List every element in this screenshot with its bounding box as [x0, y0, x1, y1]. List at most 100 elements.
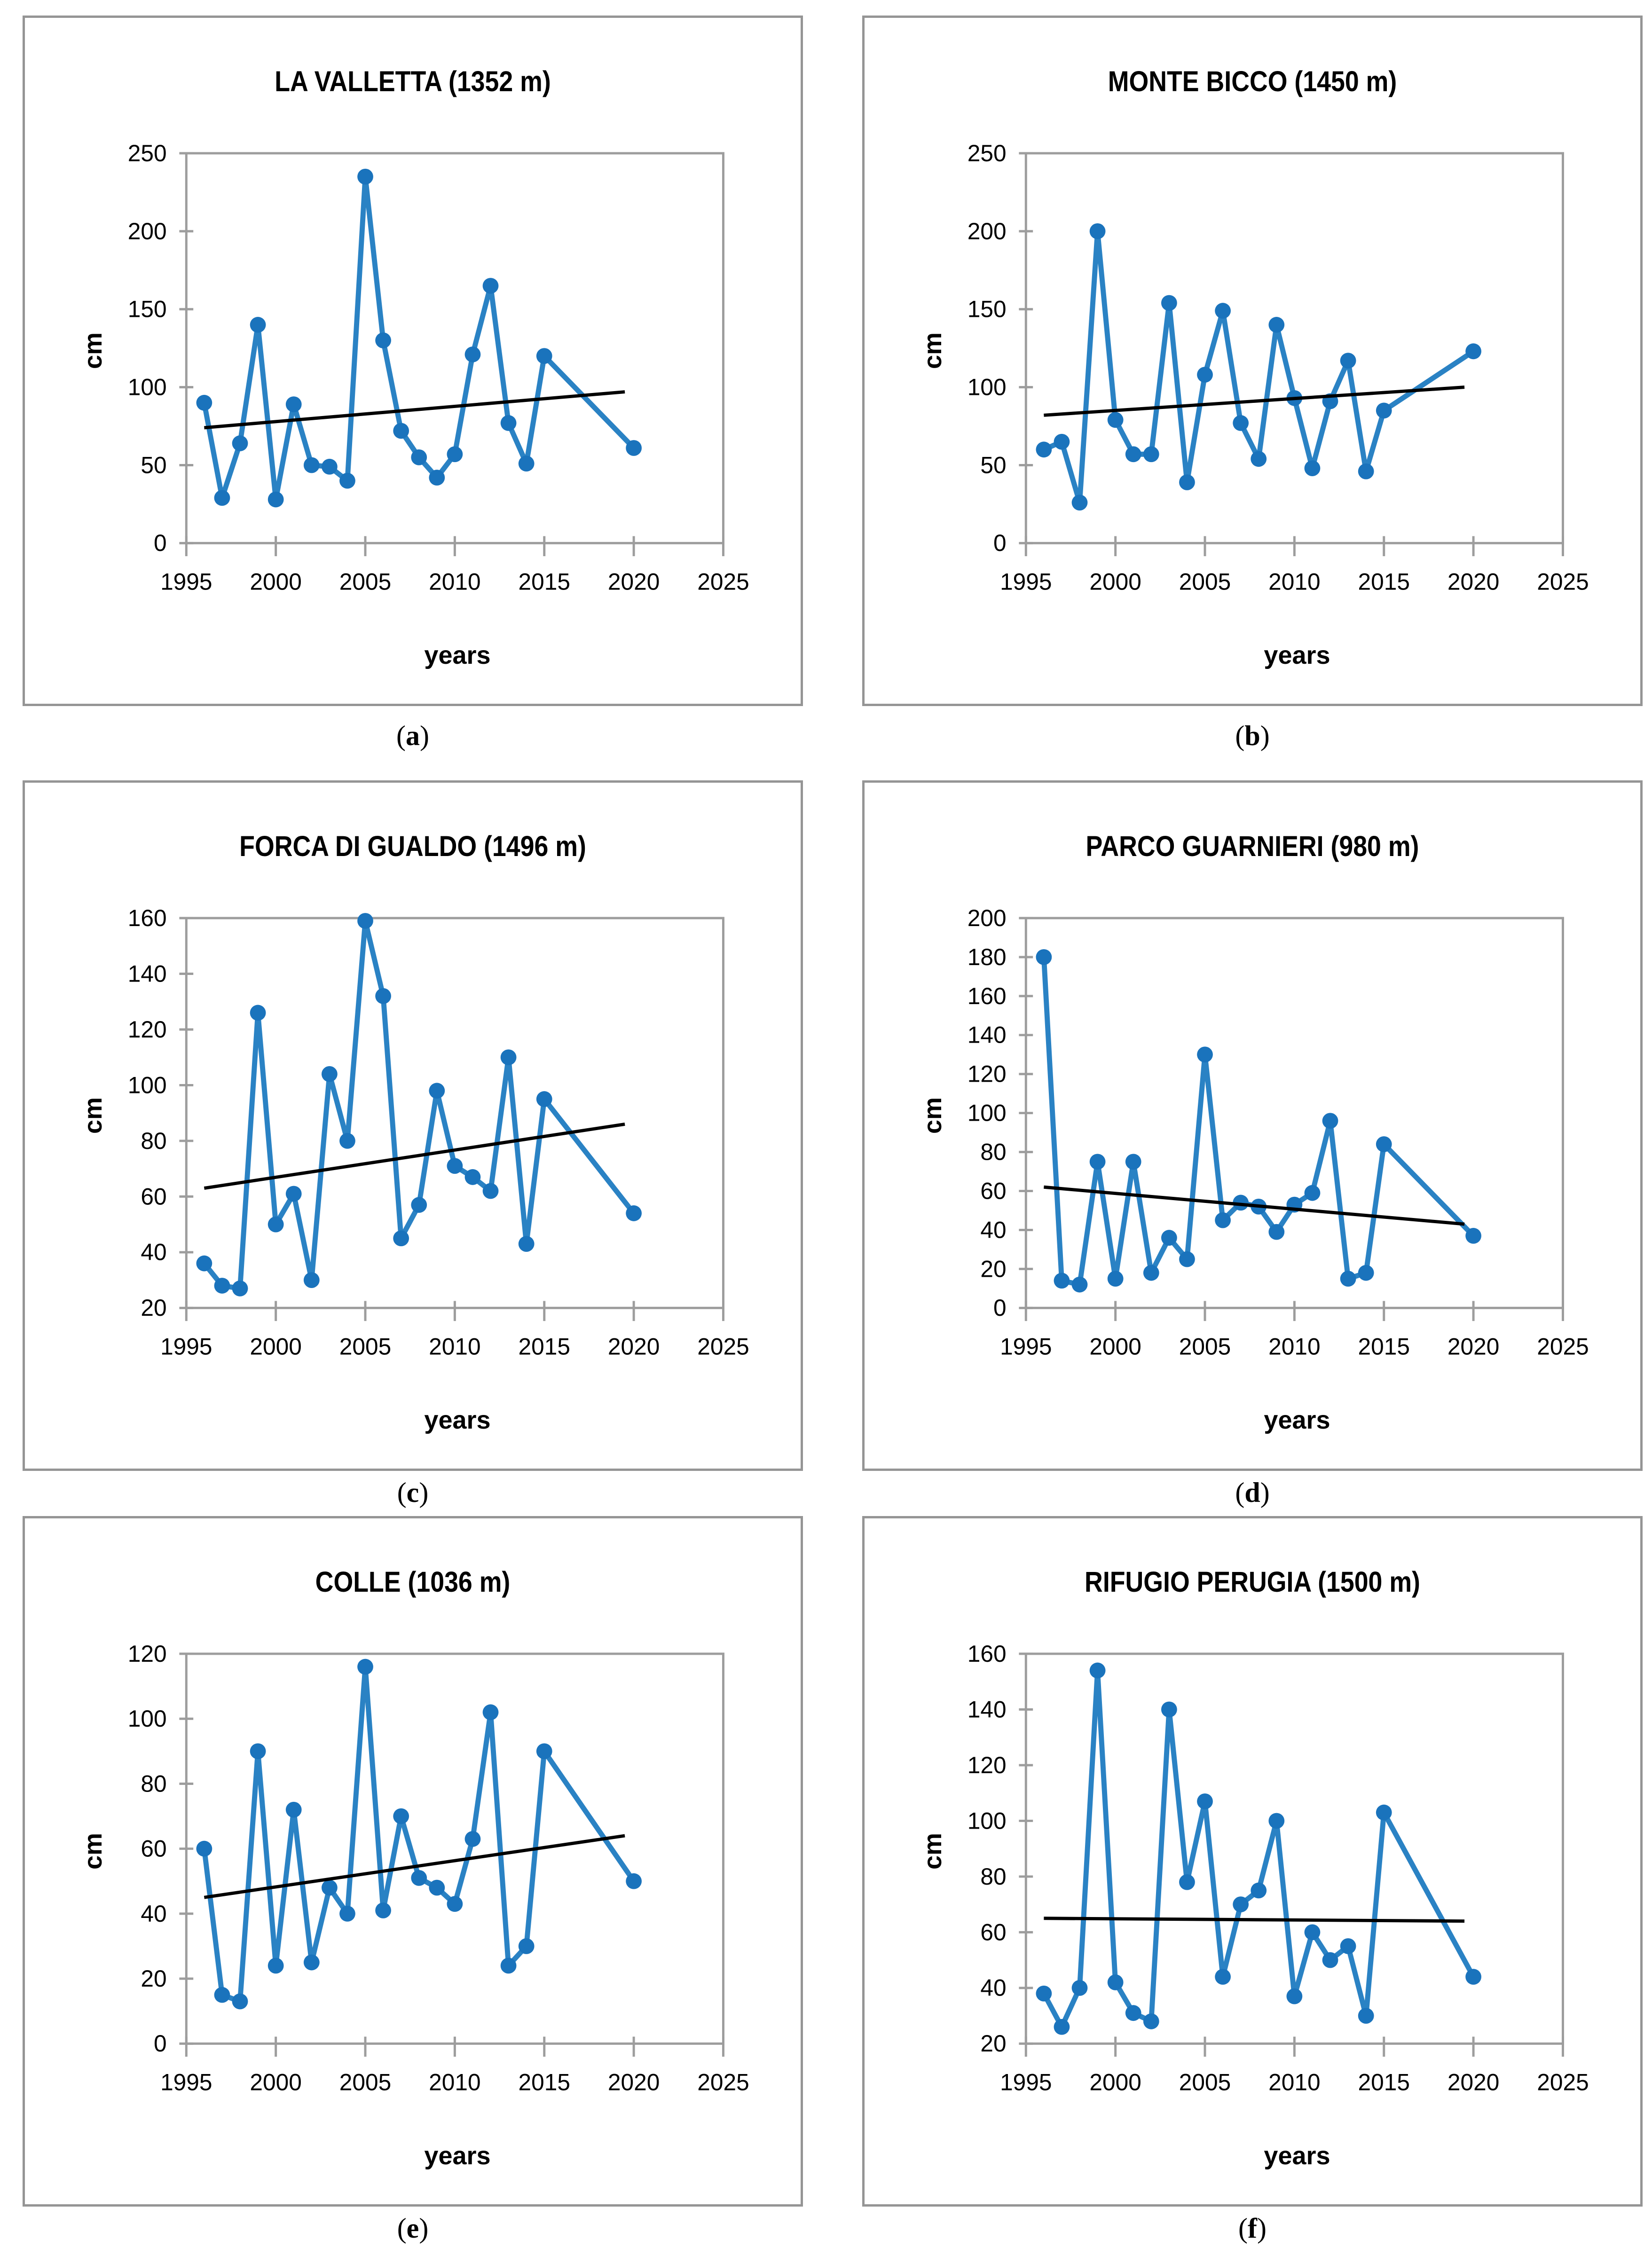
y-tick-label: 160	[968, 1641, 1007, 1667]
data-point	[303, 1954, 320, 1971]
x-tick-label: 2005	[1179, 569, 1231, 595]
y-tick-label: 50	[141, 452, 166, 478]
data-point	[1197, 1793, 1213, 1809]
x-tick-label: 2010	[1268, 569, 1320, 595]
plot-frame	[185, 152, 724, 544]
data-point	[626, 1205, 642, 1221]
trend-line	[1044, 1917, 1465, 1923]
y-tick-label: 140	[968, 1696, 1007, 1722]
data-point	[500, 1049, 517, 1066]
x-tick-label: 1995	[1000, 2069, 1052, 2096]
data-point	[1376, 1804, 1392, 1821]
y-tick-label: 120	[128, 1641, 167, 1667]
chart-title: LA VALLETTA (1352 m)	[275, 65, 551, 97]
data-point	[393, 1808, 409, 1824]
y-tick-label: 100	[968, 1100, 1007, 1126]
caption-letter: f	[1248, 2213, 1257, 2244]
y-tick-label: 60	[141, 1183, 166, 1210]
panel-caption-b: (b)	[1235, 720, 1270, 751]
caption-letter: a	[406, 720, 420, 751]
data-point	[411, 449, 427, 465]
data-point	[1358, 2008, 1374, 2024]
y-tick-label: 80	[141, 1770, 166, 1797]
trend-line	[204, 390, 625, 430]
x-tick-label: 2020	[1447, 1334, 1499, 1360]
x-tick-label: 2010	[429, 569, 480, 595]
data-point	[1054, 1273, 1070, 1289]
y-axis-label: cm	[79, 1097, 107, 1134]
y-tick-label: 140	[968, 1022, 1007, 1048]
data-point	[1340, 1271, 1356, 1287]
data-point	[1125, 2005, 1141, 2021]
x-tick-label: 2015	[1358, 2069, 1410, 2096]
y-tick-label: 40	[980, 1217, 1006, 1243]
data-point	[447, 446, 463, 463]
data-point	[1465, 343, 1481, 360]
data-point	[214, 1987, 230, 2003]
data-point	[1054, 433, 1070, 450]
data-point	[464, 1169, 481, 1185]
x-tick-label: 2015	[519, 2069, 570, 2096]
data-point	[1304, 1924, 1321, 1941]
data-point	[626, 1873, 642, 1889]
data-point	[285, 396, 302, 412]
y-axis-label: cm	[919, 1832, 947, 1870]
x-tick-label: 2015	[1358, 569, 1410, 595]
data-point	[1304, 1185, 1321, 1201]
data-point	[411, 1870, 427, 1886]
x-tick-label: 2000	[250, 569, 301, 595]
data-point	[1089, 223, 1106, 239]
x-tick-label: 1995	[160, 1334, 212, 1360]
data-point	[375, 1902, 391, 1918]
y-tick-label: 80	[980, 1863, 1006, 1890]
data-point	[303, 1272, 320, 1288]
data-point	[267, 491, 284, 508]
y-tick-label: 80	[980, 1139, 1006, 1165]
y-tick-label: 20	[980, 2030, 1006, 2057]
x-tick-label: 1995	[1000, 569, 1052, 595]
data-point	[482, 1183, 499, 1199]
y-tick-label: 40	[141, 1901, 166, 1927]
data-point	[1036, 949, 1052, 965]
data-point	[1179, 474, 1195, 490]
data-point	[357, 168, 373, 185]
data-point	[1054, 2019, 1070, 2035]
data-point	[250, 1005, 266, 1021]
data-point	[321, 458, 338, 475]
data-point	[357, 1658, 373, 1675]
data-point	[1143, 2013, 1159, 2029]
y-tick-label: 160	[968, 983, 1007, 1009]
data-point	[1107, 412, 1124, 428]
data-point	[1143, 1265, 1159, 1281]
data-point	[1161, 295, 1177, 311]
data-point	[500, 415, 517, 431]
data-point	[1071, 495, 1088, 511]
data-point	[1322, 1113, 1338, 1129]
chart-plot: 1995 2000 2005 2010 2015 2020 2025 20 40 60 80 100 1…	[968, 1641, 1589, 2096]
data-point	[1233, 415, 1249, 431]
data-point	[232, 435, 248, 451]
x-tick-label: 2010	[429, 1334, 480, 1360]
x-tick-label: 1995	[1000, 1334, 1052, 1360]
data-point	[196, 1840, 212, 1857]
y-tick-label: 100	[128, 374, 167, 400]
x-tick-label: 2020	[608, 2069, 660, 2096]
data-point	[536, 1091, 552, 1107]
data-point	[1125, 446, 1141, 463]
x-tick-label: 2005	[339, 569, 391, 595]
data-point	[1179, 1251, 1195, 1267]
data-point	[214, 1278, 230, 1294]
data-point	[1268, 1224, 1285, 1240]
y-tick-label: 80	[141, 1128, 166, 1154]
y-tick-label: 60	[980, 1919, 1006, 1945]
trend-line	[1044, 385, 1465, 417]
data-point	[1197, 367, 1213, 383]
data-point	[1089, 1154, 1106, 1170]
data-point	[500, 1957, 517, 1974]
y-tick-label: 0	[993, 1295, 1007, 1321]
data-point	[339, 1133, 355, 1149]
data-point	[1233, 1194, 1249, 1211]
y-tick-label: 60	[980, 1178, 1006, 1204]
data-point	[321, 1066, 338, 1082]
data-point	[1071, 1980, 1088, 1996]
